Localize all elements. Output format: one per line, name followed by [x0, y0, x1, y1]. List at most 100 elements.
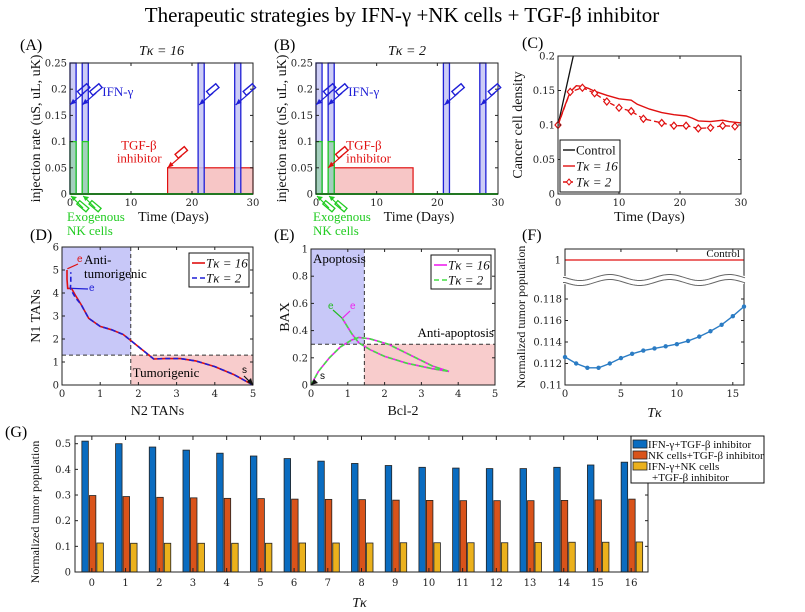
syringe-arrowhead	[328, 98, 335, 105]
legend-box	[430, 254, 492, 290]
legend-label: IFN-γ+NK cells	[648, 461, 719, 473]
x-tick-label: 2	[135, 389, 141, 400]
data-point	[730, 314, 736, 319]
legend-box	[188, 252, 250, 288]
data-point	[573, 361, 579, 366]
y-axis-label: N1 TANs	[29, 289, 44, 342]
y-tick-label: 0.4	[292, 326, 308, 337]
y-tick-label: 1	[53, 358, 59, 369]
panel-b: (B) Tκ = 2 0 10 20 30 0 0.05 0.1 0.15 0.2 0.25injec…	[274, 37, 504, 238]
end-arrow	[341, 310, 351, 319]
bar-series-3	[130, 542, 138, 573]
bar-series-1	[317, 460, 325, 573]
series-line	[564, 305, 745, 369]
x-tick-label: 20	[674, 198, 687, 209]
x-tick-label: 20	[186, 198, 199, 209]
x-tick-label: 12	[490, 578, 503, 589]
axes-frame	[310, 248, 496, 386]
tgf-label: TGF-β	[346, 137, 382, 152]
data-point	[697, 334, 702, 339]
bar-series-3	[197, 542, 205, 573]
end-arrow	[67, 263, 79, 270]
syringe-barrel	[321, 199, 336, 213]
syringe-arrowhead	[199, 98, 206, 105]
x-tick-label: 20	[431, 198, 444, 209]
x-tick-label: 2	[156, 578, 162, 589]
start-arrowhead	[311, 379, 318, 385]
data-point	[618, 355, 624, 361]
data-point	[652, 346, 657, 351]
legend-swatch	[632, 450, 648, 460]
syringe-arrowhead	[167, 161, 174, 168]
y-tick-label: 0.2	[292, 353, 308, 364]
y-tick-label: 0.4	[55, 465, 71, 476]
y-tick-label: 0.25	[291, 59, 313, 70]
panel-d: (D) 0 1 2 3 4 5 0 1 2 3 4 5 6 N1 TANs N2 TANs Tκ = 16Tκ …	[29, 227, 256, 419]
end-marker-label: e	[89, 283, 95, 294]
y-tick-label: 0.05	[533, 155, 555, 166]
syringe-arrowhead	[70, 98, 76, 105]
y-tick-label: 0	[307, 190, 313, 201]
panel-label: (A)	[20, 37, 42, 54]
y-tick-label: 0.15	[533, 86, 555, 97]
x-tick-label: 7	[325, 578, 331, 589]
region-label-anti-apoptosis: Anti-apoptosis	[417, 325, 494, 340]
syringe-barrel	[88, 82, 104, 97]
data-point	[562, 354, 568, 360]
y-axis-label: injection rate (uS, uL, uK)	[275, 54, 290, 202]
series-tk16-line	[66, 270, 254, 386]
syringe-arrowhead	[235, 98, 242, 105]
panel-title: Tκ = 2	[388, 44, 426, 59]
series-tk2-marker	[615, 103, 623, 113]
nk-syringe-icon	[70, 195, 90, 213]
y-tick-label: 0.2	[297, 85, 313, 96]
bar-series-1	[351, 463, 359, 573]
panel-label: (E)	[274, 227, 294, 244]
series-tk2-marker	[566, 87, 574, 97]
syringe-barrel	[88, 199, 102, 213]
ifn-gamma-pulse	[234, 62, 242, 195]
x-tick-label: 15	[591, 578, 604, 589]
y-tick-label: 0.5	[55, 439, 71, 450]
bar-series-3	[568, 541, 576, 573]
x-tick-label: 0	[59, 389, 65, 400]
y-tick-label: 1	[302, 245, 308, 256]
series-tk2-line	[557, 87, 735, 130]
ifn-syringe-icon	[198, 82, 220, 106]
region-label-tumorigenic: Tumorigenic	[133, 365, 200, 380]
y-tick-label: 0.15	[45, 111, 67, 122]
syringe-barrel	[487, 82, 502, 97]
ifn-syringe-icon	[315, 82, 337, 106]
ifn-syringe-icon	[69, 82, 91, 106]
data-point	[585, 365, 590, 370]
y-tick-label: 0	[53, 381, 59, 392]
syringe-arrowhead	[480, 98, 487, 105]
bar-series-1	[587, 464, 595, 573]
x-axis-label: Bcl-2	[387, 404, 418, 419]
y-axis-label: injection rate (uS, uL, uK)	[29, 54, 44, 202]
syringe-arrowhead	[83, 196, 90, 201]
x-tick-label: 2	[381, 389, 387, 400]
y-axis-label: Cancer cell density	[511, 71, 526, 178]
panel-c: (C) 0 10 20 30 0 0.05 0.1 0.15 0.2 Cancer cell den…	[511, 35, 747, 225]
y-tick-label: 2	[53, 335, 59, 346]
x-tick-label: 10	[370, 198, 383, 209]
x-axis-label: Tκ	[352, 596, 367, 611]
series-tk16-line	[557, 84, 742, 126]
x-tick-label: 30	[247, 198, 260, 209]
y-tick-label: 0.2	[55, 516, 71, 527]
axis-break-line	[563, 273, 746, 281]
bar-series-2	[392, 499, 400, 573]
start-marker-label: s	[242, 365, 247, 376]
syringe-barrel	[242, 82, 257, 97]
tgf-syringe-icon	[167, 145, 189, 169]
series-tk2-marker	[603, 97, 611, 106]
series-tk2-marker	[670, 121, 678, 131]
ifn-gamma-label: IFN-γ	[102, 84, 133, 99]
ifn-gamma-label: IFN-γ	[348, 84, 379, 99]
x-axis-label: Time (Days)	[614, 210, 685, 225]
y-tick-label: 0.11	[540, 381, 562, 392]
x-tick-label: 10	[671, 389, 684, 400]
axis-break-line	[563, 278, 746, 286]
bar-series-1	[81, 440, 89, 573]
